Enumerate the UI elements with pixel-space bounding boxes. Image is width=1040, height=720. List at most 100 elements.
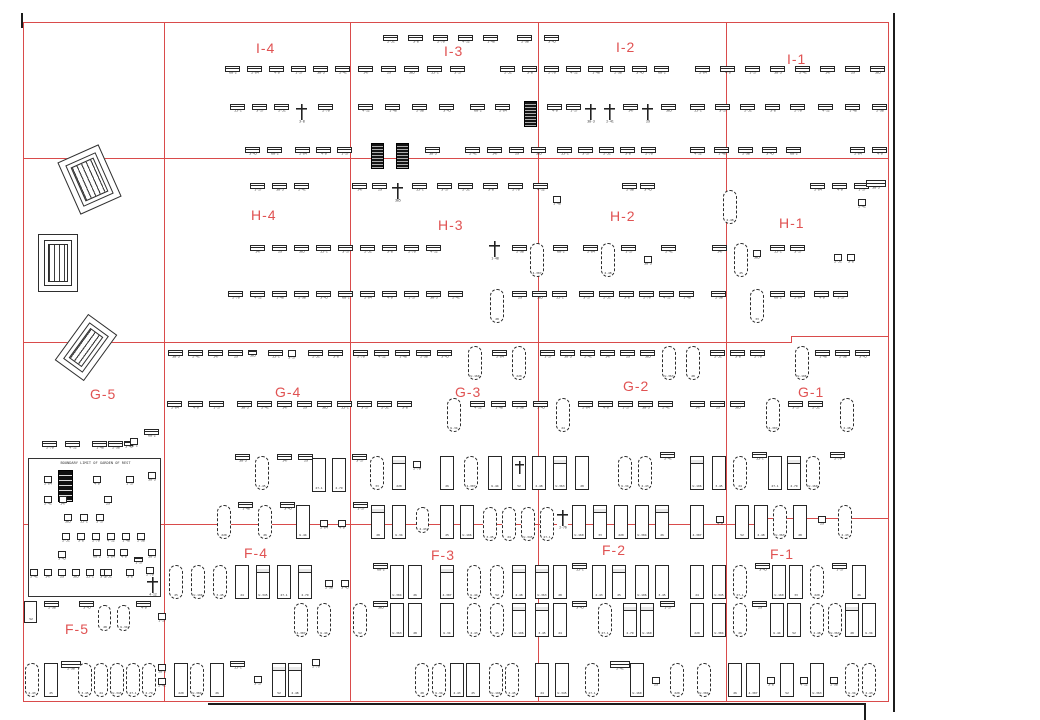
grave-flat-marker: 4-12 (374, 350, 389, 359)
plot-number: 2-64 (853, 152, 862, 156)
grave-square-marker: 3-8 (847, 254, 855, 264)
plot-number: 29 (106, 502, 110, 506)
grave-flat-marker: 2-41 (580, 350, 595, 359)
grave-headstone-arch: 28 (686, 346, 700, 380)
grave-plot-rect: U-34 (392, 505, 406, 539)
grave-headstone-arch: U-196 (489, 663, 503, 697)
grave-flat-marker: 3-45 (572, 601, 587, 610)
plot-number: U-363 (775, 533, 785, 538)
plot-number: 52 (495, 593, 499, 598)
plot-number: 4-6 (386, 296, 393, 300)
plot-number: 1-17 (836, 296, 845, 300)
section-label-h-3: H-3 (438, 217, 464, 233)
grave-flat-marker: 4-12 (426, 245, 441, 254)
section-label-h-1: H-1 (779, 215, 805, 231)
plot-number: 2-51 (277, 109, 286, 113)
grave-flat-marker: 4-12 (566, 66, 581, 75)
plot-number: 26 (857, 593, 861, 598)
plot-number: U-34 (119, 625, 128, 630)
plot-number: 3-17 (791, 406, 800, 410)
plot-number: 29 (645, 120, 650, 124)
plot-number: 30-3 (872, 186, 880, 190)
plot-number: 55-1 (555, 296, 564, 300)
plot-number: 1-17 (212, 406, 221, 410)
plot-number: 2-41 (451, 296, 460, 300)
grave-flat-marker: 30-3 (770, 66, 785, 75)
plot-number: 3-45 (440, 355, 449, 359)
plot-number: U-363 (392, 631, 402, 636)
grave-plot-rect-capped: U-345 (256, 565, 270, 599)
grave-flat-marker: 2-76 (750, 350, 765, 359)
plot-number: 4-6 (836, 188, 843, 192)
grave-flat-marker: 4-12 (659, 291, 674, 300)
plot-number: 147 (254, 250, 261, 254)
section-label-i-3: I-3 (444, 43, 464, 59)
grave-flat-marker: 55-1 (337, 401, 352, 410)
grave-square-marker: 305 (64, 514, 72, 524)
plot-number: 3-45 (765, 152, 774, 156)
plot-number: 3-17 (453, 71, 462, 75)
boundary-line-black (208, 703, 865, 705)
grid-line-red (23, 701, 889, 703)
grave-flat-marker: 4-6 (832, 183, 847, 192)
building-hatch (68, 327, 104, 367)
grave-flat-marker: 60-2 (553, 245, 568, 254)
section-label-g-2: G-2 (623, 378, 650, 394)
plot-number: 3-45 (283, 507, 292, 511)
plot-number: U-345 (112, 691, 122, 696)
grave-flat-marker: 147 (820, 66, 835, 75)
plot-number: 2-79 (145, 691, 153, 696)
grave-flat-marker: 3-17 (715, 104, 730, 113)
plot-number: 1-17 (294, 71, 303, 75)
plot-number: 30-3 (275, 188, 284, 192)
grave-plot-rect: 52 (735, 505, 749, 539)
grave-flat-marker: 30-3 (168, 350, 183, 359)
plot-number: 1-17 (624, 250, 633, 254)
grave-flat-marker: 2-90 (44, 601, 59, 610)
plot-number: 2-43 (453, 691, 461, 696)
plot-number: 305 (394, 199, 401, 203)
plot-number: 2-41 (297, 188, 306, 192)
plot-number: 29 (302, 406, 307, 410)
grave-flat-marker: 3-8 (382, 245, 397, 254)
grave-flat-marker: 4-12 (818, 104, 833, 113)
grave-flat-marker: 2-41 (188, 350, 203, 359)
plot-number: 25 (49, 691, 53, 696)
plot-number: 4-12 (693, 152, 702, 156)
plot-number: 30-3 (641, 406, 650, 410)
plot-number: 30-3 (316, 71, 325, 75)
plot-number: 60-2 (93, 555, 101, 559)
grave-plot-rect: 28 (408, 603, 422, 637)
grave-headstone-arch: U-34 (845, 663, 859, 697)
plot-number: 305 (665, 109, 672, 113)
plot-number: 55-1 (415, 188, 424, 192)
grave-square-marker: 29 (818, 516, 826, 526)
grave-headstone-arch: 27-1 (585, 663, 599, 697)
grave-square-marker: 3-45 (341, 580, 349, 590)
grave-flat-marker: 1-48 (385, 104, 400, 113)
grave-flat-marker: 29 (509, 147, 524, 156)
grave-flat-marker: 29 (381, 66, 396, 75)
grave-headstone-arch: U-160 (806, 456, 820, 490)
plot-number: U-345 (258, 593, 268, 598)
grave-flat-marker: 30-3 (237, 401, 252, 410)
plot-number: 24 (558, 631, 562, 636)
grave-flat-marker: 4-6 (136, 601, 151, 610)
plot-number: 33 (375, 484, 379, 489)
grave-flat-marker: 2-90 (610, 66, 625, 75)
grave-plot-rect: U-196 (635, 565, 649, 599)
plot-number: 60-2 (270, 152, 279, 156)
grave-flat-marker: 147 (250, 245, 265, 254)
grave-flat-marker: 30-3 (426, 291, 441, 300)
plot-number: U-160 (574, 533, 584, 538)
section-label-f-3: F-3 (431, 547, 455, 563)
grave-flat-marker: 55-1 (552, 291, 567, 300)
grave-headstone-arch: 3-45 (483, 507, 497, 541)
plot-number: 2-64 (44, 482, 52, 486)
plot-number: 1-17 (621, 406, 630, 410)
plot-number: 305 (321, 406, 328, 410)
grave-flat-marker: 305 (870, 66, 885, 75)
grave-headstone-arch: U-44 (467, 565, 481, 599)
plot-number: 24 (738, 484, 742, 489)
grave-plot-rect-capped: U-363 (535, 565, 549, 599)
